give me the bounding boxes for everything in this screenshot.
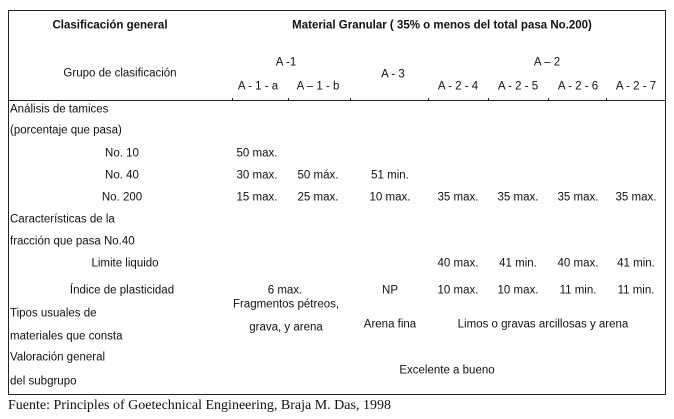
cell: 10 max. <box>497 284 539 297</box>
cell: 10 max. <box>369 191 411 204</box>
cell: 35 max. <box>497 191 539 204</box>
divider-tick <box>548 98 549 101</box>
divider-tick <box>288 98 289 101</box>
row-label-no200: No. 200 <box>101 191 143 204</box>
materials-title: Tipos usuales de <box>10 307 97 320</box>
cell: 15 max. <box>236 191 278 204</box>
divider-tick <box>488 98 489 101</box>
subgroup-a24: A - 2 - 4 <box>437 80 479 93</box>
cell: 25 max. <box>297 191 339 204</box>
row-label-no40: No. 40 <box>105 169 139 182</box>
row-label-liquid-limit: Limite liquido <box>91 257 159 270</box>
group-a2: A – 2 <box>533 56 561 69</box>
cell: 11 min. <box>559 284 597 297</box>
cell: NP <box>382 284 398 297</box>
divider-tick <box>428 98 429 101</box>
row-label-plasticity-index: Índice de plasticidad <box>69 284 175 297</box>
cell: 41 min. <box>499 257 537 270</box>
divider-tick <box>606 98 607 101</box>
cell: 51 min. <box>371 169 409 182</box>
rating-value: Excelente a bueno <box>399 364 495 377</box>
source-footer: Fuente: Principles of Goetechnical Engin… <box>8 398 391 413</box>
cell: 50 máx. <box>297 169 339 182</box>
subgroup-a25: A - 2 - 5 <box>497 80 539 93</box>
subgroup-a26: A - 2 - 6 <box>557 80 599 93</box>
cell: 41 min. <box>617 257 655 270</box>
divider-tick <box>232 98 233 101</box>
general-classification-value: Material Granular ( 35% o menos del tota… <box>292 19 592 32</box>
sieve-title: Análisis de tamices <box>10 103 109 116</box>
cell: Limos o gravas arcillosas y arena <box>457 318 629 331</box>
table-border <box>8 10 666 395</box>
cell: 30 max. <box>236 169 278 182</box>
subgroup-a1a: A - 1 - a <box>237 80 279 93</box>
group-a1: A -1 <box>275 56 297 69</box>
cell: 40 max. <box>557 257 599 270</box>
materials-subtitle: materiales que consta <box>10 330 123 343</box>
cell: grava, y arena <box>249 321 323 334</box>
subgroup-a1b: A – 1 - b <box>296 80 340 93</box>
group-label: Grupo de clasificación <box>63 67 177 80</box>
cell: Arena fina <box>363 318 417 331</box>
cell: 6 max. <box>267 284 303 297</box>
cell: Fragmentos pétreos, <box>232 298 340 311</box>
subgroup-a27: A - 2 - 7 <box>615 80 657 93</box>
cell: 35 max. <box>437 191 479 204</box>
cell: 50 max. <box>236 147 278 160</box>
cell: 35 max. <box>615 191 657 204</box>
rating-subtitle: del subgrupo <box>10 375 77 388</box>
header-divider <box>8 100 666 101</box>
cell: 40 max. <box>437 257 479 270</box>
fraction-subtitle: fracción que pasa No.40 <box>10 235 135 248</box>
cell: 11 min. <box>617 284 655 297</box>
sieve-subtitle: (porcentaje que pasa) <box>10 124 122 137</box>
cell: 10 max. <box>437 284 479 297</box>
rating-title: Valoración general <box>10 351 106 364</box>
fraction-title: Características de la <box>10 213 115 226</box>
cell: 35 max. <box>557 191 599 204</box>
general-classification-label: Clasificación general <box>52 19 168 32</box>
row-label-no10: No. 10 <box>105 147 139 160</box>
group-a3: A - 3 <box>381 68 405 81</box>
divider-tick <box>350 98 351 101</box>
